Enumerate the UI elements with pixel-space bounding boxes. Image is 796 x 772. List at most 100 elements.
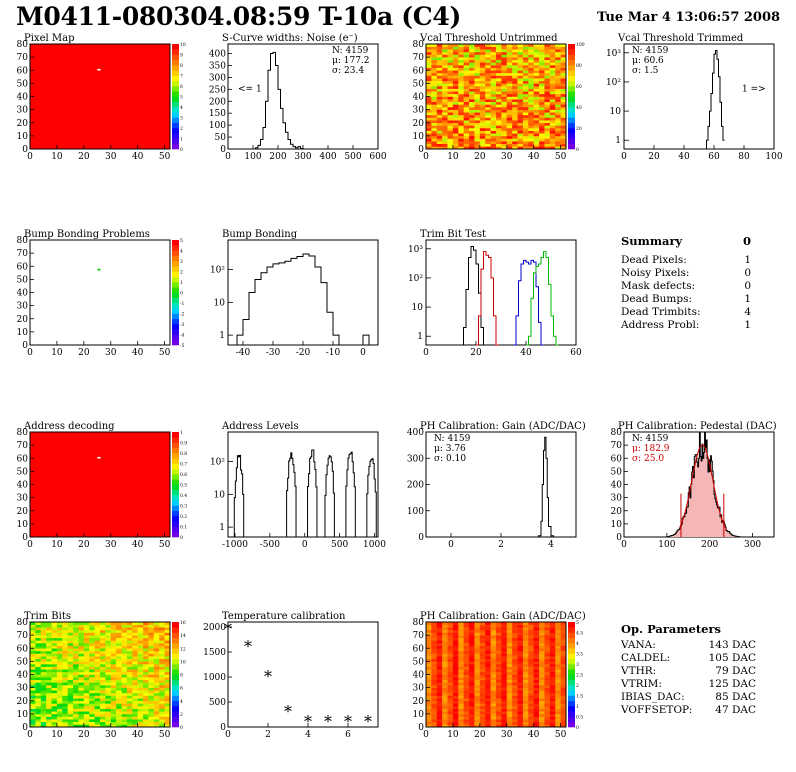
heatmap-cell (555, 75, 561, 79)
heatmap-cell (143, 645, 149, 649)
heatmap-cell (517, 664, 524, 667)
heatmap-cell (126, 682, 133, 686)
heatmap-cell (469, 635, 475, 639)
heatmap-cell (35, 713, 42, 717)
heatmap-cell (458, 114, 464, 118)
x-tick-label: 0 (423, 730, 429, 740)
heatmap-cell (62, 721, 68, 725)
heatmap-cell (164, 700, 171, 704)
heatmap-cell (436, 627, 443, 631)
heatmap-cell (485, 122, 491, 126)
heatmap-cell (517, 101, 524, 105)
heatmap-cell (436, 109, 443, 113)
heatmap-cell (490, 57, 497, 61)
heatmap-cell (533, 57, 540, 61)
heatmap-cell (517, 643, 524, 646)
heatmap-cell (506, 664, 513, 667)
heatmap-cell (159, 674, 165, 678)
palette-swatch (172, 138, 179, 145)
heatmap-cell (512, 640, 518, 644)
heatmap-cell (539, 656, 545, 660)
heatmap-cell (517, 635, 524, 639)
heatmap-cell (51, 648, 58, 652)
heatmap-cell (436, 125, 443, 129)
heatmap-cell (121, 679, 128, 683)
palette-swatch (568, 695, 575, 702)
heatmap-cell (78, 719, 85, 723)
heatmap-cell (442, 70, 448, 74)
heatmap-cell (560, 72, 567, 76)
heatmap-cell (110, 624, 117, 628)
heatmap-cell (89, 682, 95, 686)
heatmap-cell (442, 57, 448, 61)
heatmap-cell (469, 120, 475, 124)
heatmap-cell (512, 141, 518, 145)
heatmap-cell (426, 72, 432, 76)
heatmap-cell (533, 629, 540, 633)
series-line (536, 436, 556, 538)
heatmap-cell (452, 78, 459, 82)
heatmap-cell (549, 120, 556, 124)
heatmap-cell (522, 666, 529, 670)
heatmap-cell (479, 690, 486, 694)
heatmap-cell (105, 679, 112, 683)
heatmap-cell (116, 661, 122, 665)
heatmap-cell (490, 653, 497, 657)
heatmap-cell (501, 122, 508, 126)
heatmap-cell (89, 658, 95, 662)
heatmap-cell (539, 86, 545, 89)
y-tick-label: 10³ (408, 245, 423, 255)
heatmap-cell (458, 656, 464, 660)
heatmap-cell (458, 700, 464, 704)
chart-title: Trim Bits (24, 611, 71, 622)
heatmap-cell (436, 703, 443, 707)
heatmap-cell (447, 711, 454, 715)
heatmap-cell (539, 632, 545, 636)
histogram-scurve: S-Curve widths: Noise (e⁻)0 100 200 300 400 5… (209, 33, 387, 162)
x-tick-label: 0 (621, 152, 627, 162)
heatmap-cell (89, 645, 95, 649)
heatmap-cell (83, 721, 90, 725)
summary-title: Summary (621, 234, 683, 248)
heatmap-cell (126, 674, 133, 678)
y-tick-label: 0 (22, 145, 28, 155)
heatmap-cell (474, 143, 481, 147)
heatmap-cell (490, 674, 497, 678)
heatmap-cell (116, 708, 122, 712)
heatmap-cell (436, 632, 443, 636)
heatmap-cell (46, 653, 52, 657)
heatmap-cell (496, 57, 502, 61)
heatmap-cell (121, 653, 128, 657)
heatmap-cell (560, 117, 567, 121)
series-line (231, 253, 375, 346)
heatmap-cell (126, 706, 133, 709)
heatmap-cell (46, 674, 52, 678)
heatmap-cell (490, 107, 497, 110)
heatmap-cell (533, 648, 540, 652)
heatmap-cell (496, 632, 502, 636)
heatmap-cell (517, 724, 524, 728)
heatmap-cell (153, 627, 160, 631)
heatmap-cell (132, 650, 138, 654)
heatmap-cell (458, 708, 464, 712)
heatmap-cell (110, 721, 117, 725)
heatmap-cell (474, 141, 481, 145)
palette-swatch (172, 679, 179, 686)
heatmap-cell (78, 629, 85, 633)
heatmap-cell (442, 648, 448, 652)
heatmap-cell (447, 650, 454, 654)
heatmap-cell (436, 708, 443, 712)
heatmap-cell (474, 44, 481, 47)
heatmap-cell (143, 698, 149, 702)
heatmap-cell (533, 706, 540, 709)
heatmap-cell (62, 648, 68, 652)
heatmap-cell (100, 703, 106, 707)
palette-swatch (172, 240, 179, 246)
heatmap-cell (56, 677, 63, 681)
summary-label: Dead Bumps: (621, 293, 693, 305)
heatmap-cell (560, 78, 567, 82)
heatmap-cell (490, 643, 497, 646)
palette-swatch (172, 49, 179, 55)
heatmap-cell (159, 666, 165, 670)
heatmap-cell (78, 711, 85, 715)
